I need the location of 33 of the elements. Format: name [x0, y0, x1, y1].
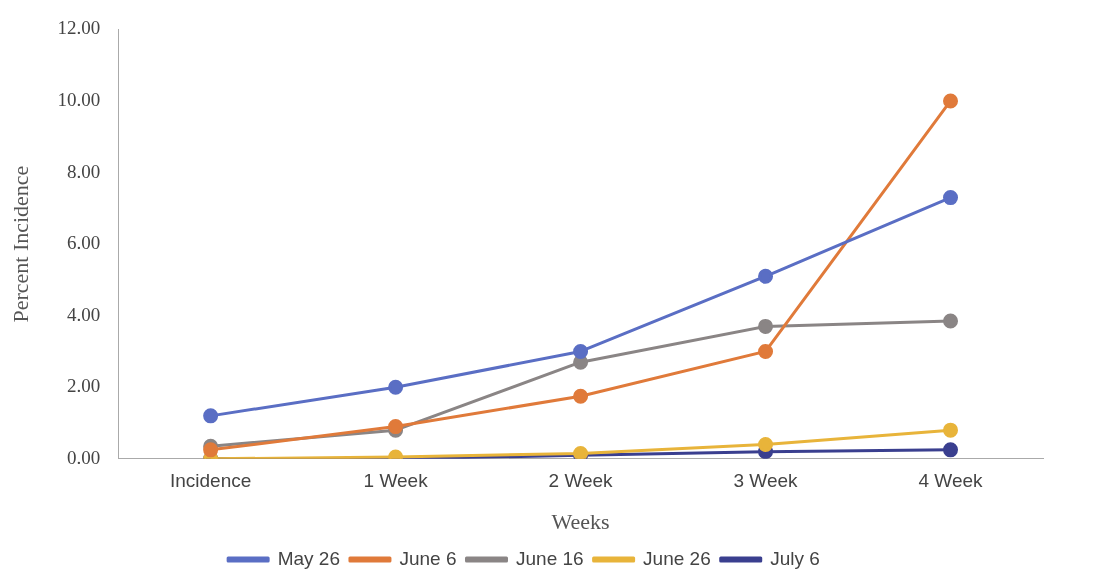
point [388, 379, 404, 395]
point [943, 93, 959, 109]
point [573, 388, 589, 404]
point [943, 422, 959, 438]
point [943, 190, 959, 206]
y-tick-label: 12.00 [57, 17, 101, 39]
legend-label: June 16 [516, 547, 584, 569]
y-tick-label: 2.00 [66, 375, 101, 397]
point [943, 442, 959, 458]
point [758, 343, 774, 359]
point [758, 268, 774, 284]
x-axis-title: Weeks [551, 508, 610, 534]
y-tick-label: 8.00 [66, 160, 101, 182]
legend-label: May 26 [277, 547, 340, 569]
y-tick-label: 10.00 [57, 88, 101, 110]
x-tick-label: 2 Week [548, 470, 614, 492]
legend-label: June 26 [643, 547, 711, 569]
x-tick-label: 3 Week [733, 470, 799, 492]
x-tick-label: 4 Week [918, 470, 984, 492]
point [203, 408, 219, 424]
point [758, 436, 774, 452]
point [203, 442, 219, 458]
y-tick-label: 4.00 [66, 303, 101, 325]
y-tick-label: 0.00 [66, 446, 101, 468]
y-axis-title: Percent Incidence [7, 165, 33, 323]
point [943, 313, 959, 329]
point [573, 343, 589, 359]
legend-label: July 6 [770, 547, 820, 569]
point [758, 318, 774, 334]
legend-label: June 6 [399, 547, 457, 569]
y-tick-label: 6.00 [66, 232, 101, 254]
x-tick-label: Incidence [169, 470, 252, 492]
x-tick-label: 1 Week [363, 470, 429, 492]
